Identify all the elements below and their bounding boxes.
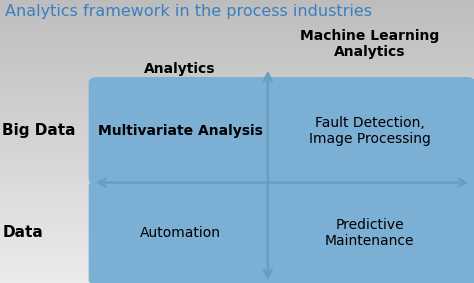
Polygon shape xyxy=(0,170,474,175)
Text: Analytics: Analytics xyxy=(145,63,216,76)
Polygon shape xyxy=(0,146,474,151)
Polygon shape xyxy=(0,236,474,241)
Polygon shape xyxy=(0,198,474,203)
Polygon shape xyxy=(0,250,474,255)
Polygon shape xyxy=(0,207,474,212)
FancyBboxPatch shape xyxy=(264,180,474,283)
Polygon shape xyxy=(0,42,474,47)
Polygon shape xyxy=(0,260,474,264)
Polygon shape xyxy=(0,118,474,123)
Polygon shape xyxy=(0,47,474,52)
Polygon shape xyxy=(0,132,474,137)
Text: Machine Learning
Analytics: Machine Learning Analytics xyxy=(300,29,439,59)
Polygon shape xyxy=(0,52,474,57)
Polygon shape xyxy=(0,94,474,99)
Polygon shape xyxy=(0,57,474,61)
Text: Predictive
Maintenance: Predictive Maintenance xyxy=(325,218,414,248)
Polygon shape xyxy=(0,156,474,160)
Polygon shape xyxy=(0,222,474,226)
Polygon shape xyxy=(0,189,474,193)
Polygon shape xyxy=(0,99,474,104)
Polygon shape xyxy=(0,137,474,142)
Polygon shape xyxy=(0,38,474,42)
Polygon shape xyxy=(0,85,474,90)
Polygon shape xyxy=(0,14,474,19)
Polygon shape xyxy=(0,104,474,108)
Polygon shape xyxy=(0,274,474,278)
Polygon shape xyxy=(0,160,474,165)
Polygon shape xyxy=(0,123,474,127)
Polygon shape xyxy=(0,269,474,274)
Polygon shape xyxy=(0,71,474,76)
Polygon shape xyxy=(0,33,474,38)
Polygon shape xyxy=(0,142,474,146)
Text: Analytics framework in the process industries: Analytics framework in the process indus… xyxy=(5,4,372,19)
Text: Fault Detection,
Image Processing: Fault Detection, Image Processing xyxy=(309,116,431,146)
Polygon shape xyxy=(0,203,474,207)
Polygon shape xyxy=(0,76,474,80)
Polygon shape xyxy=(0,28,474,33)
Polygon shape xyxy=(0,212,474,217)
Polygon shape xyxy=(0,90,474,94)
Polygon shape xyxy=(0,278,474,283)
Polygon shape xyxy=(0,193,474,198)
Polygon shape xyxy=(0,61,474,66)
Polygon shape xyxy=(0,255,474,260)
Polygon shape xyxy=(0,66,474,71)
Polygon shape xyxy=(0,19,474,23)
Polygon shape xyxy=(0,175,474,179)
Polygon shape xyxy=(0,127,474,132)
Polygon shape xyxy=(0,241,474,245)
Polygon shape xyxy=(0,179,474,184)
Polygon shape xyxy=(0,9,474,14)
Polygon shape xyxy=(0,113,474,118)
Polygon shape xyxy=(0,23,474,28)
Polygon shape xyxy=(0,245,474,250)
Polygon shape xyxy=(0,108,474,113)
Polygon shape xyxy=(0,231,474,236)
FancyBboxPatch shape xyxy=(89,77,272,185)
Polygon shape xyxy=(0,264,474,269)
Polygon shape xyxy=(0,5,474,9)
Polygon shape xyxy=(0,151,474,156)
Polygon shape xyxy=(0,165,474,170)
Text: Automation: Automation xyxy=(140,226,220,240)
Polygon shape xyxy=(0,184,474,189)
Polygon shape xyxy=(0,0,474,5)
Polygon shape xyxy=(0,80,474,85)
FancyBboxPatch shape xyxy=(89,180,272,283)
Polygon shape xyxy=(0,217,474,222)
Text: Data: Data xyxy=(2,225,43,240)
FancyBboxPatch shape xyxy=(264,77,474,185)
Text: Big Data: Big Data xyxy=(2,123,76,138)
Polygon shape xyxy=(0,226,474,231)
Text: Multivariate Analysis: Multivariate Analysis xyxy=(98,124,263,138)
